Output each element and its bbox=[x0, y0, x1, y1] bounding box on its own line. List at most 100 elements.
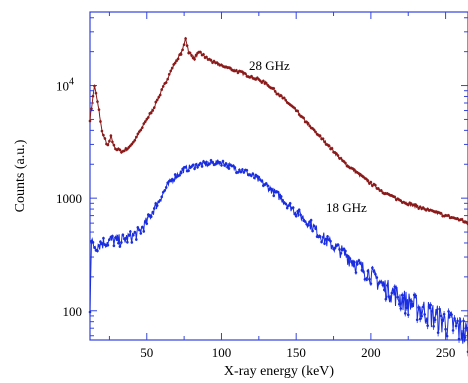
data-point bbox=[262, 79, 265, 83]
data-point bbox=[465, 326, 468, 330]
data-point bbox=[381, 283, 385, 287]
data-point bbox=[439, 314, 443, 318]
data-point bbox=[241, 168, 244, 171]
data-point bbox=[221, 159, 225, 163]
data-point bbox=[293, 212, 296, 216]
data-point bbox=[123, 149, 126, 153]
data-point bbox=[453, 317, 456, 320]
data-point bbox=[450, 313, 453, 316]
data-point bbox=[405, 306, 409, 310]
data-point bbox=[139, 232, 143, 235]
data-point bbox=[423, 313, 426, 316]
data-point bbox=[112, 143, 116, 147]
data-point bbox=[202, 53, 205, 56]
data-point bbox=[199, 161, 202, 165]
data-point bbox=[377, 282, 380, 286]
data-point bbox=[90, 107, 93, 111]
data-point bbox=[109, 134, 113, 138]
data-point bbox=[380, 189, 383, 192]
data-point bbox=[179, 171, 183, 175]
data-point bbox=[120, 241, 123, 244]
data-point bbox=[229, 66, 232, 70]
data-point bbox=[185, 44, 189, 47]
data-point bbox=[164, 81, 168, 84]
data-point bbox=[99, 120, 102, 123]
data-point bbox=[432, 325, 435, 328]
data-point bbox=[284, 202, 288, 206]
data-point bbox=[232, 164, 235, 168]
data-point bbox=[140, 126, 144, 129]
data-point bbox=[218, 161, 222, 164]
data-point bbox=[115, 238, 119, 241]
data-point bbox=[211, 161, 214, 164]
data-point bbox=[287, 204, 291, 207]
data-point bbox=[94, 91, 98, 95]
data-point bbox=[380, 280, 383, 284]
data-point bbox=[182, 43, 186, 46]
data-point bbox=[383, 288, 386, 292]
data-point bbox=[394, 286, 398, 290]
x-axis-title: X-ray energy (keV) bbox=[224, 364, 334, 379]
data-point bbox=[311, 229, 314, 233]
data-point bbox=[354, 271, 358, 274]
data-point bbox=[377, 187, 380, 190]
series-layer bbox=[88, 36, 468, 357]
data-point bbox=[303, 220, 307, 223]
data-point bbox=[300, 216, 304, 219]
y-tick-label: 100 bbox=[63, 304, 83, 319]
data-point bbox=[327, 144, 331, 147]
data-point bbox=[357, 259, 361, 262]
data-point bbox=[411, 302, 415, 306]
data-point bbox=[391, 289, 395, 292]
data-point bbox=[447, 214, 450, 217]
data-point bbox=[294, 214, 298, 218]
data-point bbox=[164, 186, 168, 189]
data-point bbox=[250, 75, 253, 78]
data-point bbox=[424, 319, 428, 323]
data-point bbox=[438, 307, 441, 311]
data-point bbox=[152, 207, 156, 210]
series-label-0: 28 GHz bbox=[249, 58, 290, 73]
data-point bbox=[279, 195, 283, 198]
data-point bbox=[102, 133, 105, 137]
data-point bbox=[132, 233, 135, 237]
data-point bbox=[253, 176, 256, 180]
data-point bbox=[149, 215, 153, 218]
data-point bbox=[444, 327, 447, 331]
y-tick-label-base: 10 bbox=[56, 79, 69, 94]
data-point bbox=[297, 113, 301, 116]
data-point bbox=[312, 128, 316, 132]
data-point bbox=[184, 165, 187, 169]
data-point bbox=[369, 180, 373, 184]
data-point bbox=[338, 248, 341, 251]
data-point bbox=[285, 206, 289, 210]
data-point bbox=[324, 237, 328, 241]
data-point bbox=[149, 111, 153, 115]
data-point bbox=[259, 79, 262, 83]
data-point bbox=[97, 108, 101, 111]
series-28ghz bbox=[88, 36, 468, 226]
data-point bbox=[421, 305, 425, 309]
data-point bbox=[344, 161, 347, 165]
data-point bbox=[152, 106, 156, 109]
data-point bbox=[224, 162, 228, 165]
data-point bbox=[161, 85, 165, 88]
data-point bbox=[111, 140, 114, 144]
data-point bbox=[158, 93, 162, 97]
y-tick-label: 104 bbox=[56, 77, 74, 94]
data-point bbox=[462, 319, 465, 323]
data-point bbox=[133, 138, 137, 142]
data-point bbox=[191, 163, 195, 167]
data-point bbox=[415, 318, 419, 322]
data-point bbox=[209, 58, 213, 62]
data-point bbox=[199, 50, 202, 54]
data-point bbox=[278, 193, 282, 197]
data-point bbox=[266, 184, 270, 188]
data-point bbox=[138, 130, 141, 133]
data-point bbox=[238, 168, 241, 172]
data-point bbox=[309, 218, 313, 222]
data-point bbox=[160, 195, 164, 199]
data-point bbox=[251, 172, 255, 176]
data-point bbox=[386, 284, 389, 287]
